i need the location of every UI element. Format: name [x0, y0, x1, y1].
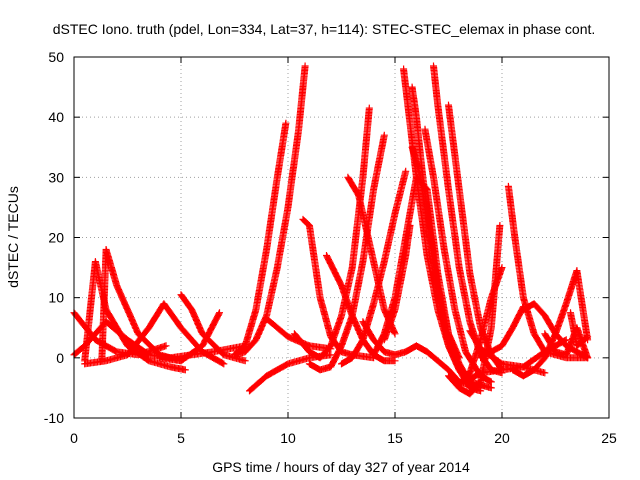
- series-arc9: [231, 62, 309, 359]
- x-tick-label: 0: [70, 430, 78, 446]
- y-tick-label: 10: [48, 290, 64, 306]
- series-arc20: [380, 222, 414, 344]
- chart-title: dSTEC Iono. truth (pdel, Lon=334, Lat=37…: [53, 21, 596, 37]
- x-tick-label: 10: [280, 430, 296, 446]
- data-point-markers: [156, 309, 223, 365]
- y-axis-label: dSTEC / TECUs: [5, 186, 21, 288]
- y-tick-label: 40: [48, 109, 64, 125]
- x-tick-label: 25: [601, 430, 617, 446]
- series-arc5: [98, 246, 185, 365]
- data-points: [70, 62, 592, 398]
- data-point-markers: [380, 222, 414, 344]
- x-tick-label: 5: [177, 430, 185, 446]
- series-arc7: [156, 309, 223, 365]
- series-arc36: [567, 309, 592, 350]
- y-tick-label: 50: [48, 49, 64, 65]
- y-tick-label: 20: [48, 230, 64, 246]
- axis-ticks: 0 5 10 15 20 25 -10 0 10 20 30 40 50: [44, 49, 617, 446]
- x-tick-label: 15: [387, 430, 403, 446]
- y-tick-label: 0: [56, 350, 64, 366]
- series-arc31: [477, 303, 527, 362]
- x-tick-label: 20: [494, 430, 510, 446]
- data-point-markers: [567, 309, 592, 350]
- data-point-markers: [231, 62, 309, 359]
- y-tick-label: 30: [48, 169, 64, 185]
- series-arc23: [408, 143, 485, 395]
- y-tick-label: -10: [44, 410, 64, 426]
- x-axis-label: GPS time / hours of day 327 of year 2014: [212, 459, 470, 475]
- data-point-markers: [477, 303, 527, 362]
- data-point-markers: [408, 143, 485, 395]
- data-point-markers: [98, 246, 185, 365]
